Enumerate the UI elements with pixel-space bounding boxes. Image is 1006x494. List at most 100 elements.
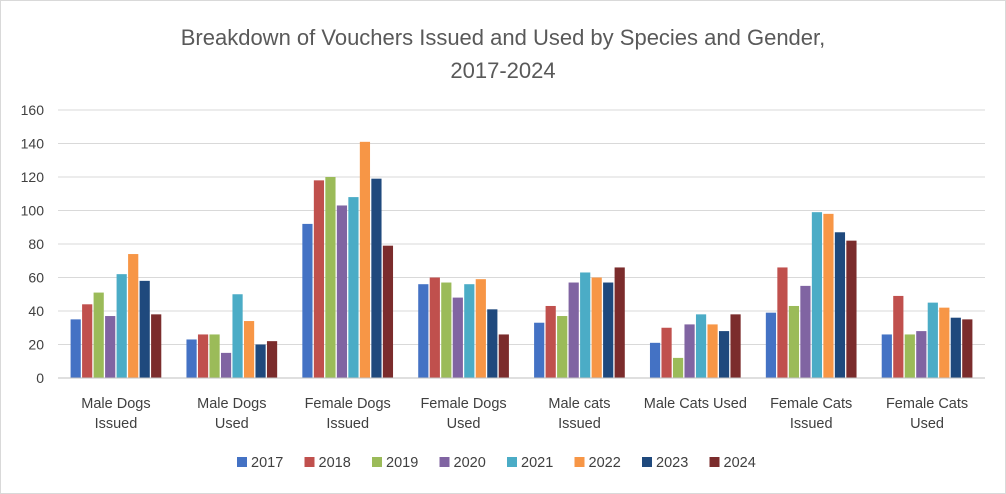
bar (661, 327, 672, 378)
bar (950, 317, 961, 378)
y-tick-label: 140 (21, 136, 45, 152)
bar (591, 277, 602, 378)
bar (800, 285, 811, 378)
legend-label: 2023 (656, 455, 688, 471)
y-tick-label: 100 (21, 203, 45, 219)
bar (382, 245, 394, 378)
bars (70, 141, 973, 378)
bar (197, 334, 209, 378)
category-labels: Male Dogs Issued Male Dogs Used Female Dogs I… (81, 396, 968, 432)
bar (718, 331, 730, 378)
legend-swatch (237, 457, 247, 467)
bar (939, 307, 950, 378)
bar (893, 295, 904, 378)
bar (881, 334, 892, 378)
category-label: Female Dogs (420, 396, 506, 412)
category-label: Used (215, 416, 249, 432)
bar (313, 180, 325, 378)
bar (336, 205, 348, 378)
category-label: Issued (558, 416, 601, 432)
bar (116, 274, 127, 378)
bar (649, 342, 661, 378)
legend: 2017 2018 2019 2020 2021 2022 2023 2024 (237, 455, 756, 471)
bar (93, 292, 104, 378)
bar (359, 141, 371, 378)
gridlines (58, 109, 985, 345)
legend-label: 2019 (386, 455, 418, 471)
legend-label: 2021 (521, 455, 553, 471)
chart-title-line: 2017-2024 (450, 58, 555, 83)
bar (695, 314, 707, 378)
bar (568, 282, 579, 378)
bar (348, 197, 359, 378)
y-tick-label: 40 (28, 303, 44, 319)
bar (186, 339, 197, 378)
category-label: Male cats (548, 396, 610, 412)
category-label: Used (910, 416, 944, 432)
category-label: Male Dogs (197, 396, 266, 412)
bar (139, 280, 150, 378)
bar (580, 272, 591, 378)
bar (105, 316, 116, 378)
category-label: Male Dogs (81, 396, 150, 412)
bar (557, 316, 568, 378)
y-tick-label: 160 (21, 102, 45, 118)
category-label: Female Cats (886, 396, 968, 412)
chart-title: Breakdown of Vouchers Issued and Used by… (181, 25, 826, 83)
bar (418, 284, 429, 378)
bar (243, 321, 255, 378)
category-label: Used (447, 416, 481, 432)
category-label: Female Dogs (305, 396, 391, 412)
bar (151, 314, 162, 378)
category-label: Female Cats (770, 396, 852, 412)
legend-swatch (372, 457, 382, 467)
bar (684, 324, 695, 378)
bar (371, 178, 382, 378)
bar (266, 341, 278, 378)
legend-label: 2017 (251, 455, 283, 471)
bar (452, 297, 463, 378)
bar (916, 331, 927, 378)
chart-title-line: Breakdown of Vouchers Issued and Used by… (181, 25, 826, 50)
category-label: Issued (95, 416, 138, 432)
y-tick-label: 60 (28, 270, 44, 286)
bar (464, 284, 475, 378)
legend-swatch (507, 457, 517, 467)
bar (823, 213, 834, 378)
legend-swatch (709, 457, 720, 467)
bar (232, 294, 243, 378)
bar (475, 279, 486, 378)
bar (846, 240, 857, 378)
bar (730, 314, 741, 378)
bar (927, 302, 938, 378)
bar (82, 304, 93, 378)
bar (834, 232, 846, 378)
bar (220, 352, 232, 378)
y-tick-label: 120 (21, 169, 45, 185)
bar (209, 334, 220, 378)
category-label: Issued (326, 416, 369, 432)
y-tick-label: 80 (28, 236, 44, 252)
category-label: Issued (790, 416, 833, 432)
y-tick-label: 0 (36, 370, 44, 386)
bar (545, 305, 556, 378)
bar (672, 357, 684, 378)
bar (962, 319, 973, 378)
bar (904, 334, 915, 378)
bar (128, 254, 139, 378)
category-label: Male Cats Used (644, 396, 747, 412)
bar (777, 267, 788, 378)
bar (498, 334, 509, 378)
legend-label: 2024 (724, 455, 756, 471)
bar (811, 212, 823, 378)
bar (707, 324, 718, 378)
bar (302, 223, 313, 378)
legend-label: 2020 (454, 455, 486, 471)
legend-swatch (642, 457, 652, 467)
y-axis-ticks: 0 20 40 60 80 100 120 140 160 (21, 102, 45, 386)
bar (255, 344, 266, 378)
bar (70, 319, 81, 378)
bar (325, 177, 336, 378)
legend-swatch (439, 457, 450, 467)
